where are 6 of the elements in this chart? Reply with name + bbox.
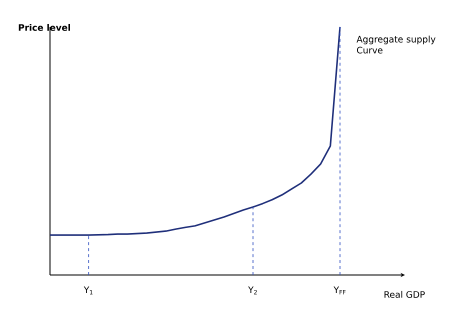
text: Aggregate supply Curve: [356, 36, 436, 54]
x-axis-title: Real GDP: [384, 290, 425, 298]
x-tick-label: Y$_{1}$: [84, 286, 93, 294]
x-tick-label: Y$_{FF}$: [334, 286, 346, 294]
x-tick-label: Y$_{2}$: [248, 286, 257, 294]
y-axis-title: Price level: [18, 24, 70, 31]
